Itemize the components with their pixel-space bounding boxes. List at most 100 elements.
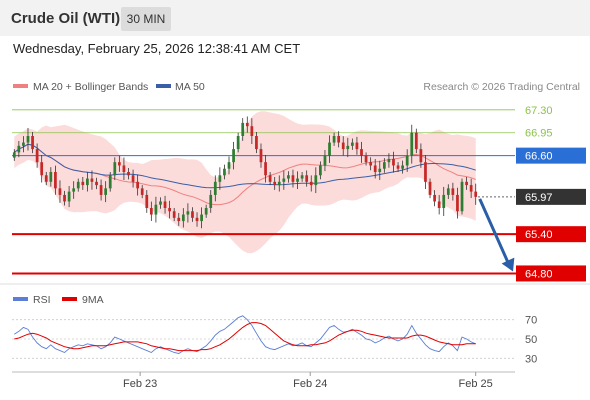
candle [360,141,363,163]
candle [469,178,473,199]
candle [437,195,441,215]
candle [442,186,446,216]
forecast-arrow-head [501,257,515,272]
candles-layer [12,116,478,229]
candle [296,171,299,190]
candle [465,176,468,190]
candle [373,159,377,179]
timestamp: Wednesday, February 25, 2026 12:38:41 AM… [13,41,301,56]
candle [227,156,231,175]
candle [140,185,144,199]
candle [26,128,30,151]
candle [186,203,190,223]
candle [223,164,226,180]
candle [305,170,309,187]
bollinger-bands-layer [14,111,476,254]
ma50-line [14,143,476,189]
level-label-support: 65.40 [525,229,553,241]
x-tick-label: Feb 25 [459,378,493,390]
candle [314,167,318,194]
candle [309,175,313,192]
candle [319,161,322,180]
candle [241,118,245,141]
candle [122,157,126,180]
rsi-tick-label: 70 [525,315,537,327]
candle [328,135,331,163]
candle [300,172,304,182]
instrument-title: Crude Oil (WTI) [11,10,121,27]
candle [346,137,350,158]
candle [181,208,185,228]
candle [195,212,199,227]
ma20-legend-label: MA 20 + Bollinger Bands [33,81,148,93]
candle [323,150,327,172]
candle [136,174,140,196]
candle [446,184,450,199]
ma20-legend-swatch [13,84,28,88]
candle [259,143,263,168]
rsi-legend-label: RSI [33,294,51,306]
candle [250,118,254,144]
interval-button[interactable]: 30 MIN [121,7,171,31]
candle [108,172,112,192]
candle [369,157,373,171]
candle [350,138,354,150]
candle [154,196,158,223]
candle [127,167,130,180]
candle [364,152,368,166]
forecast-arrow-shaft [478,198,510,264]
candle [245,116,249,133]
candle [177,212,181,226]
rsi-ma-legend-swatch [62,297,77,301]
candle [355,136,359,155]
x-axis: Feb 23 Feb 24 Feb 25 [12,371,515,390]
candle [104,181,108,203]
candle [232,141,235,170]
candle [273,176,277,190]
candle [387,153,391,168]
candle [12,149,16,161]
ma50-legend-label: MA 50 [175,81,205,93]
candle [378,160,382,180]
candle [419,143,423,168]
candle [451,182,455,201]
candle [58,180,62,203]
candle [40,154,44,183]
candle [392,151,395,173]
candle [433,190,436,207]
candle [428,178,432,199]
rsi-ma-legend-label: 9MA [82,294,104,306]
candle [76,178,80,192]
candle [22,136,25,153]
candle [149,201,153,221]
candle [209,190,213,213]
candle [268,172,272,186]
candle [172,208,176,222]
candle [159,197,162,209]
candle [382,158,386,173]
candle [291,169,295,188]
candle [63,190,66,206]
candle [424,154,427,190]
candle [200,207,203,229]
candle [131,169,135,188]
candle [35,143,39,168]
credit-text: Research © 2026 Trading Central [423,81,580,93]
candle [99,179,103,201]
level-label-current: 65.97 [525,192,553,204]
candle [277,175,281,192]
level-lines-layer [12,109,586,275]
level-tag-support [516,265,586,282]
level-label-resistance: 66.95 [525,128,553,140]
candle [72,181,76,199]
level-tag-current [516,188,586,205]
level-label-pivot: 66.60 [525,151,553,163]
candle [460,178,464,215]
candle [410,124,414,164]
rsi-tick-label: 30 [525,353,537,365]
candle [95,177,98,190]
candle [117,155,121,172]
candle [86,172,89,192]
candle [456,187,459,219]
